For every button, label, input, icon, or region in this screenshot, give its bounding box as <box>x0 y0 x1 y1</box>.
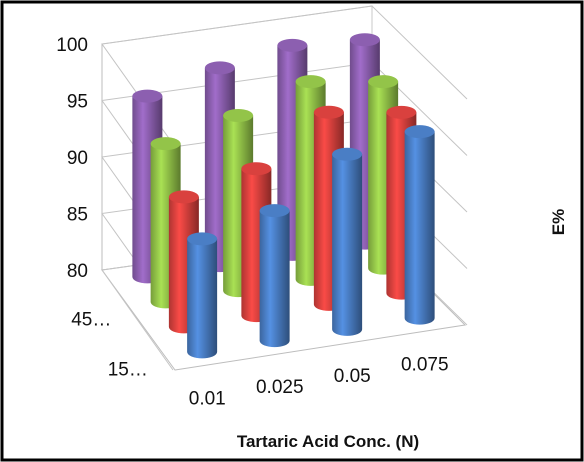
bar-body <box>404 131 435 325</box>
bar-top <box>277 38 308 52</box>
bar-top <box>241 162 272 176</box>
bar-top <box>168 190 199 204</box>
depth-tick-label: 15… <box>108 360 148 381</box>
bar-body <box>259 210 290 348</box>
bar-top <box>332 147 363 161</box>
bar <box>332 147 363 336</box>
z-axis-ticks: 80 85 90 95 100 <box>56 35 88 282</box>
bar-groups <box>132 33 435 359</box>
z-tick-label: 85 <box>67 205 88 226</box>
x-tick-label: 0.01 <box>189 388 226 409</box>
bar-top <box>259 204 290 218</box>
bar-top <box>368 75 399 89</box>
x-tick-label: 0.025 <box>256 377 304 398</box>
bar-body <box>187 238 218 359</box>
bar-top <box>204 61 235 75</box>
x-tick-label: 0.075 <box>401 355 449 376</box>
bar-top <box>349 33 380 47</box>
z-tick-label: 100 <box>56 35 88 56</box>
bar-top <box>150 137 181 151</box>
bar-body <box>332 154 363 336</box>
bar-top <box>187 232 218 246</box>
bar-top <box>404 125 435 139</box>
x-axis-ticks: 0.01 0.025 0.05 0.075 <box>189 355 449 410</box>
bar-top <box>386 105 417 119</box>
bar-top <box>223 108 254 122</box>
bar <box>404 125 435 325</box>
bar <box>259 204 290 348</box>
z-tick-label: 80 <box>67 261 88 282</box>
depth-tick-label: 45… <box>71 310 111 331</box>
depth-axis-ticks: 15… 45… <box>71 310 148 381</box>
x-axis-title: Tartaric Acid Conc. (N) <box>237 432 419 451</box>
bar-top <box>313 105 344 119</box>
z-tick-label: 95 <box>67 92 88 113</box>
bar-top <box>295 75 326 89</box>
x-tick-label: 0.05 <box>334 366 371 387</box>
bar <box>187 232 218 359</box>
bar-top <box>132 89 163 103</box>
z-axis-title: E% <box>549 209 568 235</box>
z-tick-label: 90 <box>67 148 88 169</box>
